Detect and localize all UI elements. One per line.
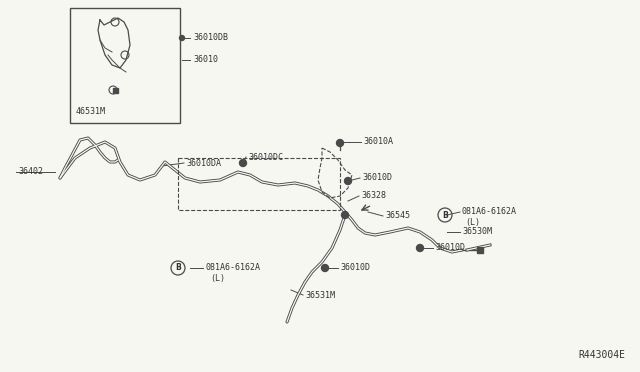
Text: 36010DC: 36010DC bbox=[248, 153, 283, 161]
Text: 36328: 36328 bbox=[361, 192, 386, 201]
Text: 36010D: 36010D bbox=[340, 263, 370, 273]
Text: B: B bbox=[442, 211, 448, 219]
Text: 46531M: 46531M bbox=[76, 108, 106, 116]
Circle shape bbox=[417, 244, 424, 251]
Text: 36010D: 36010D bbox=[435, 244, 465, 253]
Bar bbox=[477, 247, 483, 253]
Text: 081A6-6162A: 081A6-6162A bbox=[205, 263, 260, 273]
Circle shape bbox=[321, 264, 328, 272]
Text: 36531M: 36531M bbox=[305, 291, 335, 299]
Circle shape bbox=[239, 160, 246, 167]
Text: R443004E: R443004E bbox=[578, 350, 625, 360]
Text: (L): (L) bbox=[210, 273, 225, 282]
Circle shape bbox=[344, 177, 351, 185]
Text: 36010A: 36010A bbox=[363, 138, 393, 147]
Text: 36010D: 36010D bbox=[362, 173, 392, 183]
Text: 36010: 36010 bbox=[193, 55, 218, 64]
Text: 081A6-6162A: 081A6-6162A bbox=[462, 208, 517, 217]
Circle shape bbox=[342, 212, 349, 218]
Text: 36010DA: 36010DA bbox=[186, 158, 221, 167]
Text: 36530M: 36530M bbox=[462, 228, 492, 237]
Text: (L): (L) bbox=[465, 218, 480, 227]
Text: 36545: 36545 bbox=[385, 212, 410, 221]
Circle shape bbox=[337, 140, 344, 147]
Text: B: B bbox=[175, 263, 181, 273]
Bar bbox=[178, 158, 340, 210]
Circle shape bbox=[179, 35, 184, 41]
Bar bbox=[113, 88, 118, 93]
Bar bbox=[70, 8, 180, 123]
Text: 36010DB: 36010DB bbox=[193, 33, 228, 42]
Text: 36402: 36402 bbox=[18, 167, 43, 176]
